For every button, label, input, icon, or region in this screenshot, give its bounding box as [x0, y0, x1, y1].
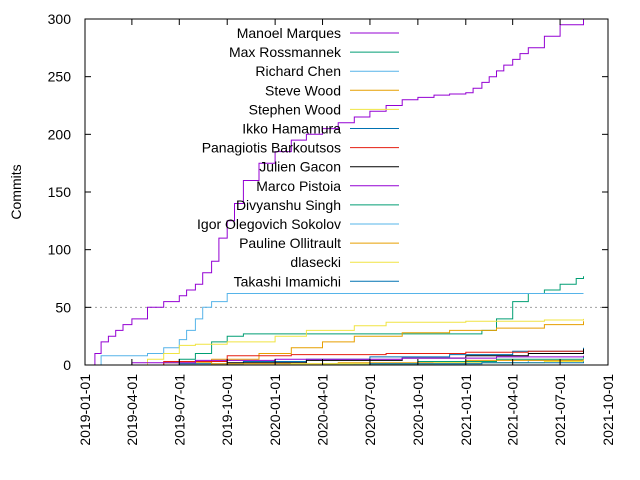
legend-label-13: Takashi Imamichi — [234, 273, 341, 289]
x-tick-label: 2019-07-01 — [171, 374, 187, 446]
y-axis-label: Commits — [8, 164, 24, 219]
x-tick-label: 2020-07-01 — [362, 374, 378, 446]
legend-label-7: Julien Gacon — [259, 159, 341, 175]
legend-label-1: Max Rossmannek — [229, 44, 342, 60]
legend-label-5: Ikko Hamamura — [242, 121, 341, 137]
x-tick-label: 2021-04-01 — [505, 374, 521, 446]
series-line-4 — [85, 318, 584, 366]
series-line-6 — [85, 350, 584, 366]
y-tick-label: 250 — [48, 69, 72, 85]
x-tick-label: 2019-04-01 — [124, 374, 140, 446]
legend-label-3: Steve Wood — [265, 82, 341, 98]
y-tick-label: 100 — [48, 242, 72, 258]
legend-label-6: Panagiotis Barkoutsos — [202, 140, 341, 156]
y-tick-label: 50 — [55, 299, 71, 315]
x-tick-label: 2021-01-01 — [458, 374, 474, 446]
legend-label-2: Richard Chen — [255, 63, 341, 79]
legend-label-4: Stephen Wood — [249, 101, 341, 117]
y-tick-label: 300 — [48, 11, 72, 27]
y-tick-label: 0 — [63, 357, 71, 373]
x-tick-label: 2020-04-01 — [315, 374, 331, 446]
legend-label-9: Divyanshu Singh — [236, 197, 341, 213]
series-line-13 — [85, 361, 584, 366]
plot-frame — [84, 18, 609, 366]
legend-label-10: Igor Olegovich Sokolov — [197, 216, 341, 232]
legend-label-12: dlasecki — [290, 254, 341, 270]
x-tick-label: 2019-01-01 — [77, 374, 93, 446]
legend-label-0: Manoel Marques — [237, 25, 341, 41]
x-tick-label: 2020-10-01 — [410, 374, 426, 446]
series-line-2 — [85, 293, 584, 366]
x-tick-label: 2021-10-01 — [600, 374, 616, 446]
y-tick-label: 150 — [48, 184, 72, 200]
legend-label-8: Marco Pistoia — [256, 178, 341, 194]
x-tick-label: 2019-10-01 — [219, 374, 235, 446]
series-line-0 — [89, 19, 584, 366]
series-line-3 — [85, 321, 584, 366]
series-line-1 — [85, 276, 584, 366]
legend-label-11: Pauline Ollitrault — [239, 235, 341, 251]
x-tick-label: 2021-07-01 — [552, 374, 568, 446]
y-tick-label: 200 — [48, 126, 72, 142]
x-tick-label: 2020-01-01 — [267, 374, 283, 446]
